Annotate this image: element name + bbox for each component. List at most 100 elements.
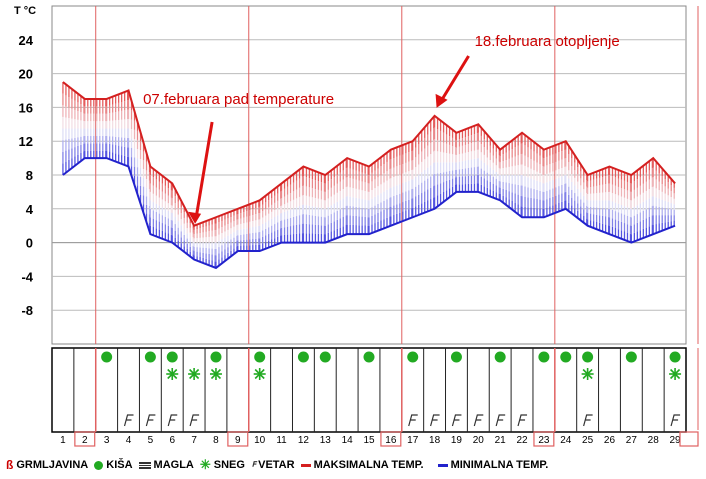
legend-min-temp: MINIMALNA TEMP.	[437, 459, 549, 471]
temperature-chart: T °C 24 20 16 12 8 4 0 -4 -8 07.februara pad tem…	[14, 5, 699, 447]
legend-max-temp: MAKSIMALNA TEMP.	[300, 459, 424, 471]
legend-snow: ✳ SNEG	[199, 457, 245, 472]
day-label: 26	[604, 435, 616, 446]
day-label: 4	[126, 435, 132, 446]
rain-icon	[582, 351, 594, 363]
rain-icon	[144, 351, 156, 363]
snow-icon	[166, 368, 179, 380]
y-tick-label: 16	[19, 100, 33, 115]
legend-label: MINIMALNA TEMP.	[450, 459, 549, 471]
legend-thunder: ß GRMLJAVINA	[6, 458, 88, 472]
y-tick-label: 24	[19, 33, 34, 48]
day-highlight	[533, 431, 555, 447]
wind-stroke	[583, 414, 593, 427]
day-highlight	[380, 431, 402, 447]
day-label: 24	[560, 435, 572, 446]
day-label: 13	[320, 435, 332, 446]
y-tick-label: 8	[26, 168, 33, 183]
wind-icon	[430, 414, 440, 427]
annotations: 07.februara pad temperature 18.februara o…	[143, 33, 620, 224]
legend: ß GRMLJAVINA KIŠA MAGLA ✳ SNEG ꟳ VETAR M…	[0, 453, 706, 477]
day-label: 2	[82, 435, 88, 446]
day-label: 9	[235, 435, 241, 446]
rain-icon	[254, 351, 266, 363]
rain-icon	[669, 351, 681, 363]
x-gridlines	[95, 6, 556, 344]
day-label: 10	[254, 435, 266, 446]
y-unit-label: T °C	[14, 5, 36, 17]
wind-icon	[167, 414, 178, 427]
max-temp-icon	[300, 463, 311, 467]
wind-icon	[495, 414, 506, 427]
annotation-label: 18.februara otopljenje	[475, 33, 620, 50]
rain-icon	[538, 351, 550, 363]
wind-stroke	[408, 414, 418, 427]
snow-stroke	[582, 368, 593, 380]
thunder-icon: ß	[6, 458, 14, 472]
y-tick-label: 12	[19, 134, 33, 149]
legend-label: SNEG	[213, 459, 245, 471]
snow-icon	[669, 368, 682, 380]
snow-icon	[209, 368, 222, 380]
day-label: 11	[276, 435, 287, 446]
y-tick-label: -8	[21, 303, 33, 318]
wind-stroke	[495, 414, 506, 427]
day-label: 23	[538, 435, 550, 446]
y-tick-label: 0	[26, 236, 33, 251]
legend-wind: ꟳ VETAR	[251, 457, 295, 474]
wind-icon	[123, 414, 134, 427]
snow-stroke	[254, 368, 265, 380]
day-label: 3	[104, 435, 110, 446]
day-highlight	[227, 431, 249, 447]
day-label: 15	[363, 435, 375, 446]
day-label: 21	[495, 435, 507, 446]
legend-label: KIŠA	[106, 459, 133, 471]
wind-icon	[670, 414, 681, 427]
y-tick-label: 20	[19, 67, 33, 82]
arrow-head	[188, 211, 202, 224]
wind-icon	[517, 414, 528, 427]
annotation-arrow	[439, 55, 470, 103]
y-tick-label: -4	[21, 269, 33, 284]
day-label: 12	[298, 435, 310, 446]
rain-icon	[319, 351, 331, 363]
day-label: 27	[626, 435, 638, 446]
rain-icon	[560, 351, 572, 363]
wind-stroke	[145, 414, 156, 427]
min-temp-line	[62, 157, 676, 270]
legend-label: MAGLA	[153, 459, 194, 471]
day-row: 1 2 3 4 5 6 7 8 9 10 11 12 13 14 15 16 17 18 19 20 21 22 23 24 2…	[60, 431, 681, 447]
wind-icon	[451, 414, 462, 427]
snow-stroke	[167, 368, 178, 380]
day-label: 7	[191, 435, 197, 446]
legend-label: GRMLJAVINA	[16, 459, 89, 471]
day-label: 18	[429, 435, 441, 446]
day-label: 22	[516, 435, 528, 446]
annotation-label: 07.februara pad temperature	[143, 91, 334, 108]
min-temp-icon	[437, 463, 448, 467]
wind-stroke	[167, 414, 178, 427]
day-highlight	[74, 431, 96, 447]
wind-icon	[583, 414, 593, 427]
wind-icon	[473, 414, 484, 427]
rain-icon	[625, 351, 637, 363]
wind-stroke	[451, 414, 462, 427]
day-label: 19	[451, 435, 463, 446]
temperature-bands	[62, 82, 675, 268]
day-label: 25	[582, 435, 594, 446]
wind-icon: ꟳ	[250, 458, 256, 473]
legend-fog: MAGLA	[138, 459, 194, 471]
day-label: 6	[169, 435, 175, 446]
wind-stroke	[473, 414, 484, 427]
snow-stroke	[670, 368, 681, 380]
day-label: 16	[385, 435, 397, 446]
snow-icon: ✳	[199, 457, 211, 472]
rain-icon	[166, 351, 178, 363]
rain-icon	[210, 351, 222, 363]
snow-stroke	[189, 368, 200, 380]
day-label: 5	[148, 435, 154, 446]
annotation-arrow	[194, 121, 214, 218]
day-label: 20	[473, 435, 485, 446]
legend-rain: KIŠA	[94, 459, 133, 471]
rain-icon	[407, 351, 419, 363]
